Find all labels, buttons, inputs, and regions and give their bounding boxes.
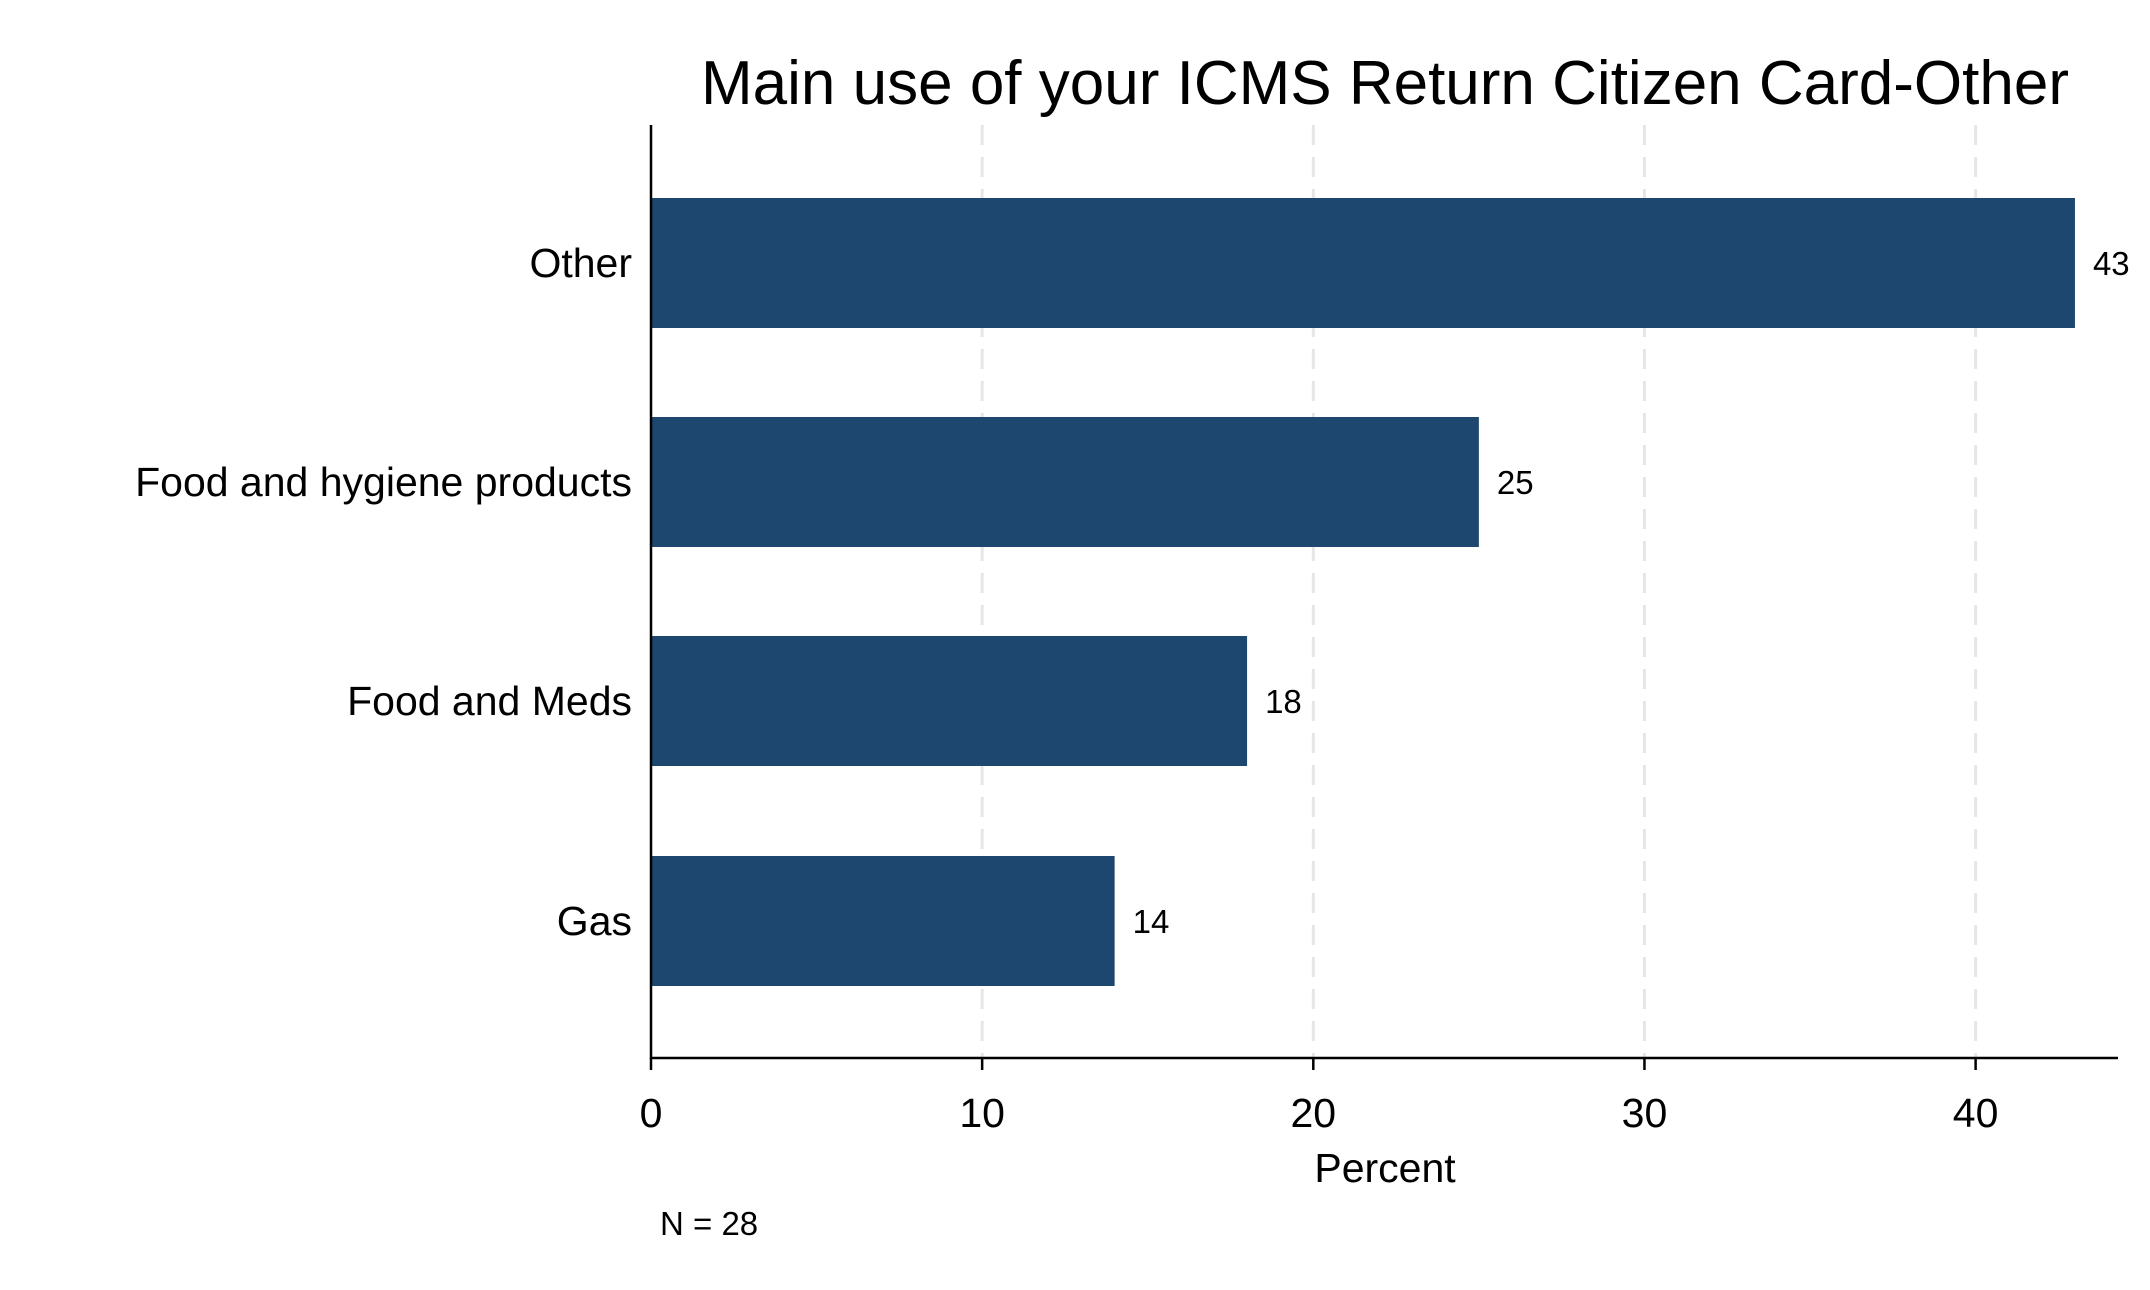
x-tick-label-0: 0 — [640, 1090, 663, 1136]
x-tick-label-30: 30 — [1622, 1090, 1668, 1136]
x-axis-title: Percent — [1314, 1145, 1456, 1191]
value-label-gas: 14 — [1133, 903, 1170, 940]
bar-food-and-meds — [651, 636, 1248, 766]
category-label-other: Other — [529, 240, 632, 286]
sample-size-note: N = 28 — [660, 1205, 758, 1242]
axes — [649, 125, 2118, 1070]
bars — [651, 198, 2075, 986]
value-label-food-and-hygiene-products: 25 — [1497, 464, 1534, 501]
bar-gas — [651, 856, 1115, 986]
value-label-other: 43 — [2093, 245, 2130, 282]
x-tick-label-40: 40 — [1953, 1090, 1999, 1136]
chart-title: Main use of your ICMS Return Citizen Car… — [701, 49, 2069, 118]
value-label-food-and-meds: 18 — [1265, 683, 1302, 720]
x-tick-labels: 0 10 20 30 40 — [640, 1090, 1999, 1136]
category-label-food-and-hygiene-products: Food and hygiene products — [135, 459, 632, 505]
bar-food-and-hygiene-products — [651, 417, 1479, 547]
x-tick-label-10: 10 — [959, 1090, 1005, 1136]
category-label-gas: Gas — [557, 898, 632, 944]
x-tick-label-20: 20 — [1290, 1090, 1336, 1136]
category-labels: Other Food and hygiene products Food and M… — [135, 240, 632, 944]
value-labels: 43 25 18 14 — [1133, 245, 2130, 940]
bar-other — [651, 198, 2075, 328]
category-label-food-and-meds: Food and Meds — [347, 678, 632, 724]
